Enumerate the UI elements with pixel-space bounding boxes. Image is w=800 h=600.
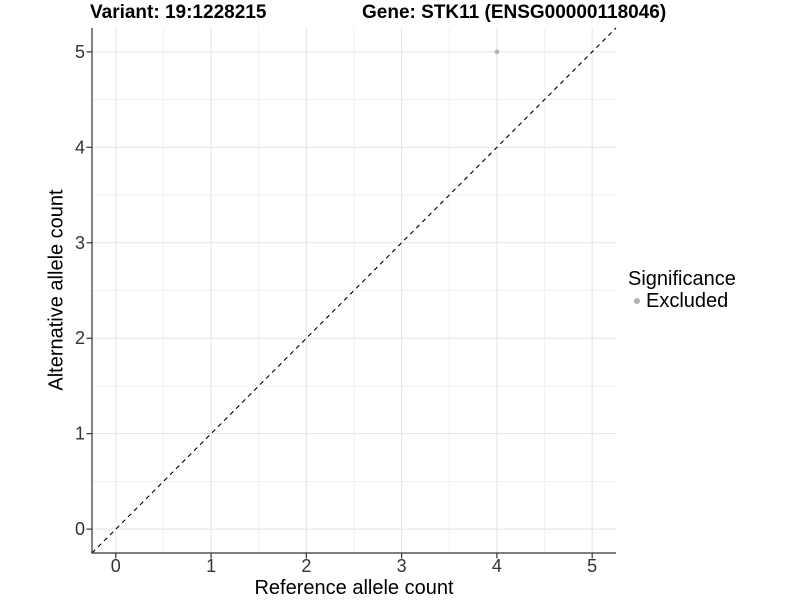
x-tick-label: 1	[206, 556, 216, 576]
legend-entry-excluded: Excluded	[634, 290, 736, 312]
y-tick-label: 2	[75, 328, 85, 348]
legend-entry-label: Excluded	[646, 290, 729, 312]
variant-title: Variant: 19:1228215	[90, 2, 267, 23]
legend-title: Significance	[628, 268, 736, 290]
y-tick-label: 1	[75, 424, 85, 444]
x-tick-label: 2	[301, 556, 311, 576]
y-axis-label: Alternative allele count	[45, 189, 68, 391]
y-tick-label: 4	[75, 137, 85, 157]
x-tick-label: 5	[587, 556, 597, 576]
y-tick-label: 3	[75, 233, 85, 253]
legend: Significance Excluded	[628, 268, 736, 312]
excluded-point-icon	[634, 298, 640, 304]
gene-title: Gene: STK11 (ENSG00000118046)	[362, 2, 667, 23]
y-tick-label: 0	[75, 519, 85, 539]
y-tick-label: 5	[75, 42, 85, 62]
x-tick-label: 4	[492, 556, 502, 576]
x-tick-label: 0	[111, 556, 121, 576]
data-point-excluded	[494, 49, 500, 55]
x-axis-label: Reference allele count	[254, 577, 454, 599]
x-tick-label: 3	[397, 556, 407, 576]
